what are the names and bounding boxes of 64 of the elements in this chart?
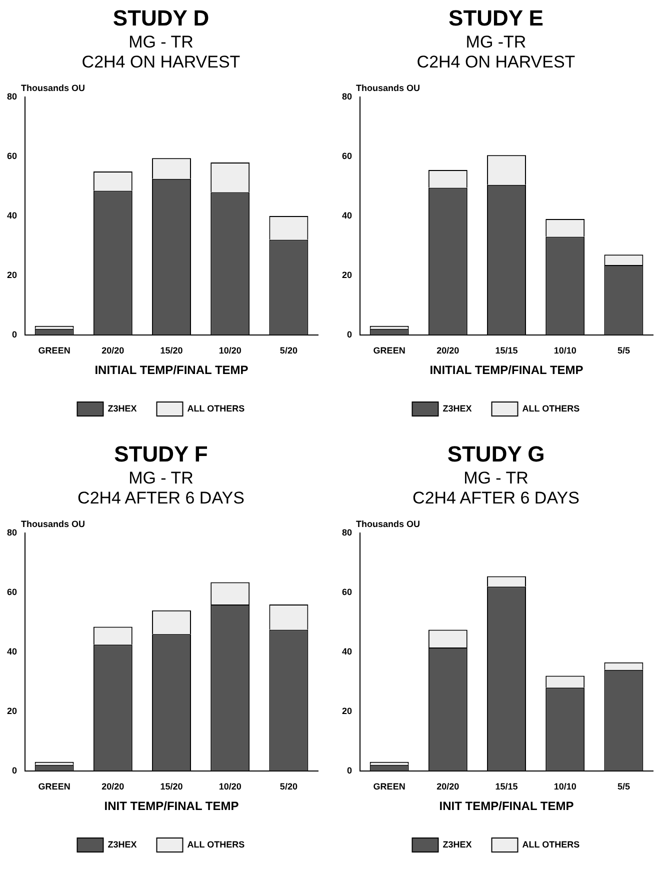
chart-subtitle: MG - TR C2H4 AFTER 6 DAYS xyxy=(78,468,244,508)
x-tick-label: 15/20 xyxy=(160,346,183,356)
chart-title: STUDY D xyxy=(112,5,210,30)
legend-label: ALL OTHERS xyxy=(522,403,580,414)
x-tick-label: GREEN xyxy=(38,346,70,356)
chart-subtitle: MG - TR C2H4 AFTER 6 DAYS xyxy=(412,468,580,508)
chart-subtitle: MG -TR C2H4 ON HARVEST xyxy=(416,32,576,72)
y-axis-title: Thousands OU xyxy=(356,519,420,530)
chart-title: STUDY F xyxy=(114,441,208,466)
x-tick-label: 10/20 xyxy=(218,782,242,792)
x-tick-label: 5/20 xyxy=(280,782,298,792)
x-tick-label: 15/15 xyxy=(495,346,518,356)
y-tick-label: 80 xyxy=(342,528,352,538)
y-tick-label: 40 xyxy=(6,646,18,656)
chart-title: STUDY G xyxy=(447,441,545,466)
x-tick-label: 20/20 xyxy=(102,346,124,356)
y-tick-label: 80 xyxy=(342,92,352,102)
y-tick-label: 0 xyxy=(12,329,18,340)
x-axis-title: INITIAL TEMP/FINAL TEMP xyxy=(430,363,584,378)
y-tick-label: 60 xyxy=(6,587,18,598)
y-axis-title: Thousands OU xyxy=(356,83,420,94)
x-tick-label: 5/5 xyxy=(617,782,630,792)
y-tick-label: 20 xyxy=(6,270,18,280)
y-tick-label: 0 xyxy=(346,765,352,776)
y-tick-label: 80 xyxy=(6,92,18,102)
x-tick-label: GREEN xyxy=(373,346,406,356)
y-tick-label: 20 xyxy=(6,706,18,716)
y-tick-label: 40 xyxy=(6,210,18,220)
y-tick-label: 40 xyxy=(342,646,352,656)
y-tick-label: 0 xyxy=(346,329,352,340)
y-tick-label: 60 xyxy=(6,151,18,162)
x-tick-label: 5/20 xyxy=(280,346,298,356)
y-tick-label: 60 xyxy=(342,151,352,162)
legend-label: ALL OTHERS xyxy=(522,839,580,850)
x-tick-label: 10/10 xyxy=(554,782,576,792)
y-axis-title: Thousands OU xyxy=(21,519,86,530)
x-axis-title: INIT TEMP/FINAL TEMP xyxy=(439,799,574,814)
x-tick-label: GREEN xyxy=(38,782,70,792)
chart-title: STUDY E xyxy=(448,5,544,30)
y-tick-label: 20 xyxy=(342,270,352,280)
x-tick-label: GREEN xyxy=(373,782,406,792)
x-tick-label: 5/5 xyxy=(617,346,630,356)
x-axis-title: INIT TEMP/FINAL TEMP xyxy=(104,799,239,814)
x-tick-label: 15/20 xyxy=(160,782,183,792)
x-axis-title: INITIAL TEMP/FINAL TEMP xyxy=(94,363,248,378)
y-axis-title: Thousands OU xyxy=(21,83,86,94)
legend-label: Z3HEX xyxy=(442,839,472,850)
legend-label: ALL OTHERS xyxy=(187,403,245,414)
y-tick-label: 60 xyxy=(342,587,352,598)
y-tick-label: 0 xyxy=(12,765,18,776)
x-tick-label: 10/10 xyxy=(554,346,576,356)
y-tick-label: 20 xyxy=(342,706,352,716)
x-tick-label: 10/20 xyxy=(218,346,242,356)
x-tick-label: 20/20 xyxy=(436,782,460,792)
legend-label: Z3HEX xyxy=(108,839,137,850)
legend-label: Z3HEX xyxy=(442,403,472,414)
y-tick-label: 40 xyxy=(342,210,352,220)
x-tick-label: 15/15 xyxy=(495,782,518,792)
y-tick-label: 80 xyxy=(6,528,18,538)
legend-label: ALL OTHERS xyxy=(187,839,245,850)
x-tick-label: 20/20 xyxy=(436,346,460,356)
x-tick-label: 20/20 xyxy=(102,782,124,792)
legend-label: Z3HEX xyxy=(108,403,137,414)
chart-subtitle: MG - TR C2H4 ON HARVEST xyxy=(82,32,240,72)
